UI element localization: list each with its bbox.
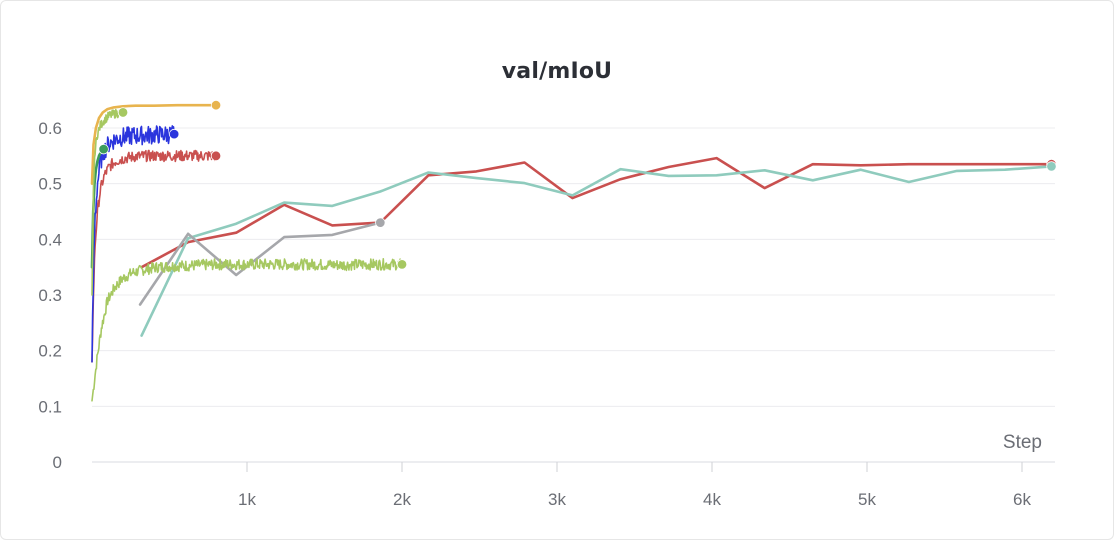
series-end-marker-6[interactable]: [168, 128, 180, 140]
chart-title: val/mIoU: [501, 59, 613, 84]
x-tick-label: 4k: [703, 490, 721, 509]
series-end-marker-8[interactable]: [117, 107, 129, 118]
series-line-6[interactable]: [91, 125, 175, 363]
axes: 0 0.1 0.2 0.3 0.4 0.5 0.6 1k 2k 3k 4k 5k 6k: [38, 119, 1031, 509]
series-end-marker-7[interactable]: [98, 143, 109, 155]
series-lines: [90, 103, 1053, 402]
series-end-marker-4[interactable]: [210, 99, 222, 111]
series-end-marker-2[interactable]: [375, 217, 386, 228]
series-end-markers: [98, 99, 1057, 270]
series-line-3[interactable]: [91, 258, 403, 402]
y-tick-label: 0.2: [38, 342, 62, 361]
y-tick-label: 0.1: [38, 397, 62, 416]
series-end-marker-5[interactable]: [210, 150, 222, 162]
x-tick-label: 5k: [858, 490, 876, 509]
series-line-4[interactable]: [90, 103, 218, 185]
series-line-0[interactable]: [140, 156, 1053, 269]
series-line-1[interactable]: [140, 165, 1053, 337]
series-end-marker-3[interactable]: [396, 259, 408, 270]
y-tick-label: 0.6: [38, 119, 62, 138]
y-tick-label: 0.4: [38, 230, 62, 249]
x-tick-label: 1k: [238, 490, 256, 509]
y-tick-label: 0.5: [38, 175, 62, 194]
series-line-8[interactable]: [91, 108, 124, 296]
series-end-marker-1[interactable]: [1046, 161, 1057, 172]
y-tick-label: 0: [53, 453, 62, 472]
x-tick-label: 3k: [548, 490, 566, 509]
series-line-2[interactable]: [138, 221, 382, 306]
series-line-5[interactable]: [91, 149, 217, 363]
y-tick-label: 0.3: [38, 286, 62, 305]
x-axis-title: Step: [1003, 432, 1042, 453]
x-tick-label: 2k: [393, 490, 411, 509]
x-tick-label: 6k: [1013, 490, 1031, 509]
gridlines: [92, 127, 1055, 463]
